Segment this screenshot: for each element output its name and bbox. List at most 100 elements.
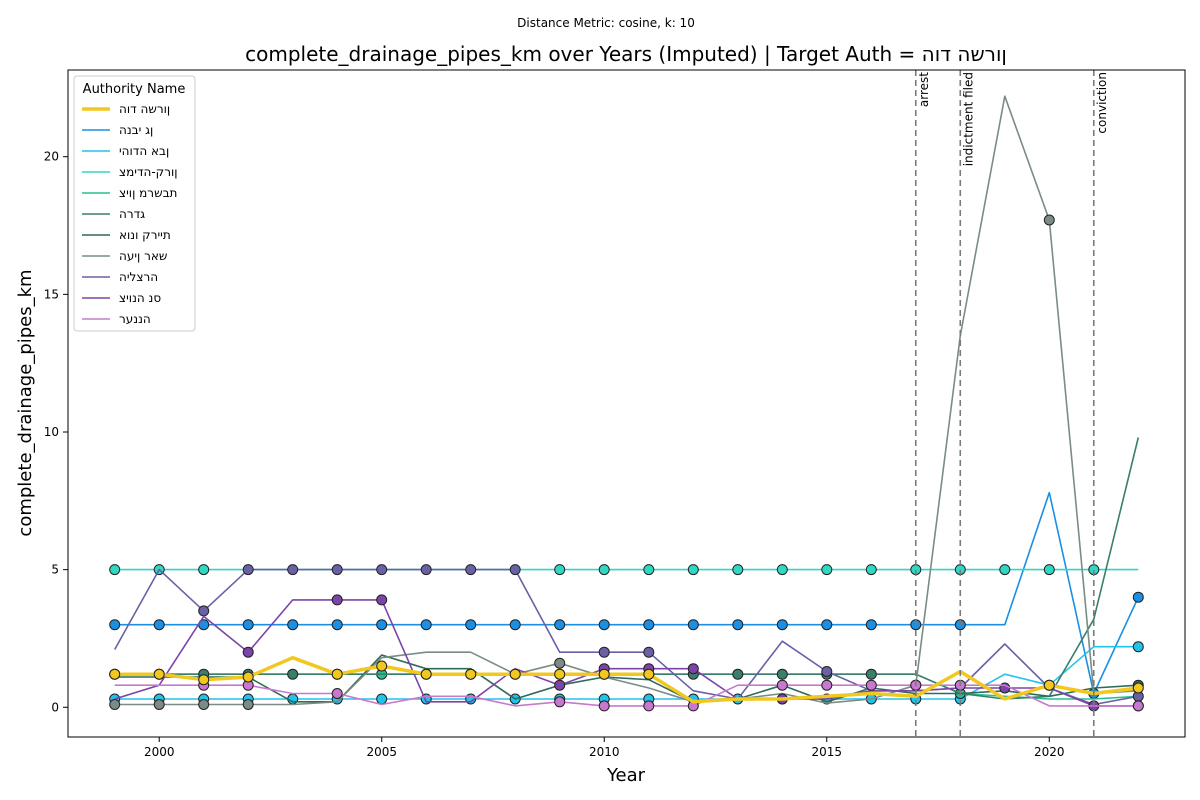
legend-label: ןורשה דוה [119,102,170,116]
data-point [732,668,744,680]
legend-item: תיירק ונוא [82,228,171,242]
data-point [242,699,254,710]
legend-item: הרצליה [82,270,158,284]
data-point [598,668,610,680]
series-1 [109,491,1144,699]
data-point [376,693,388,705]
legend-label: הרצליה [119,270,158,284]
data-point [198,674,210,686]
data-point [198,564,210,576]
data-point [465,668,477,680]
series-layer [109,95,1144,712]
legend-item: תבשרמ ןויצ [82,186,177,200]
legend-label: סנ הנויצ [119,291,161,305]
data-point [643,668,655,680]
data-point [376,660,388,672]
legend-label: ןבא הדוהי [119,144,169,158]
data-point [420,668,432,680]
event-label-1: indictment filed [961,72,975,166]
data-point [242,619,254,631]
data-point [287,564,299,576]
x-tick-label: 2015 [811,745,842,759]
y-tick-label: 10 [44,425,59,439]
data-point [1043,564,1055,576]
series-line-8 [114,568,1139,706]
data-point [598,700,610,712]
series-7 [109,95,1139,710]
legend-label: שאר ןיעה [119,249,167,263]
series-line-1 [114,491,1140,695]
data-point [776,679,788,691]
data-point [643,646,655,658]
data-point [420,564,432,576]
legend-item: ןורק-הדימצ [82,165,178,179]
data-point [331,619,343,631]
data-point [153,619,165,631]
series-line-0 [114,655,1139,704]
series-line-6 [114,654,1139,703]
chart-title: complete_drainage_pipes_km over Years (I… [245,42,1007,66]
y-tick-label: 0 [51,700,59,714]
legend-item: שאר ןיעה [82,249,167,263]
data-point [598,619,610,631]
data-point [1132,682,1144,694]
data-point [643,619,655,631]
series-10 [114,679,1144,712]
data-point [331,564,343,576]
data-point [643,564,655,576]
data-point [643,700,655,712]
data-point [732,619,744,631]
y-tick-label: 15 [44,287,59,301]
data-point [509,564,521,576]
chart-suptitle: Distance Metric: cosine, k: 10 [517,16,695,30]
data-point [554,668,566,680]
data-point [287,668,299,680]
x-axis-ticks: 2000 2005 2010 2015 2020 [144,737,1065,759]
data-point [376,564,388,576]
data-point [821,564,833,576]
legend-label: גדרה [119,207,145,221]
y-axis-label: complete_drainage_pipes_km [15,269,36,536]
data-point [242,564,254,576]
event-label-2: conviction [1095,72,1109,134]
data-point [554,619,566,631]
data-point [109,699,121,710]
data-point [1132,641,1144,653]
event-markers: arrest indictment filed conviction [914,70,1109,737]
data-point [865,564,877,576]
data-point [865,679,877,691]
legend-title: Authority Name [83,82,186,97]
legend-item: הננער [82,312,151,326]
legend-item: ןג יבנה [82,123,153,137]
data-point [331,688,343,699]
legend-label: תיירק ונוא [119,228,171,242]
legend-item: ןבא הדוהי [82,144,169,158]
data-point [999,564,1011,576]
data-point [776,668,788,680]
data-point [865,619,877,631]
data-point [287,619,299,631]
data-point [687,564,699,576]
series-line-7 [114,95,1139,706]
data-point [420,619,432,631]
x-tick-label: 2010 [589,745,620,759]
data-point [821,666,833,677]
data-point [242,671,254,683]
series-8 [114,564,1144,706]
x-axis-label: Year [606,765,646,786]
data-point [509,619,521,631]
data-point [109,619,121,631]
legend-label: הננער [119,312,151,326]
data-point [1132,591,1144,603]
y-tick-label: 5 [51,563,59,577]
data-point [687,663,699,675]
data-point [554,564,566,576]
data-point [242,646,254,658]
data-point [331,668,343,680]
legend: Authority Name ןורשה דוה ןג יבנה ןבא הדוהי… [73,75,196,332]
legend-box [73,75,196,332]
data-point [865,668,877,680]
data-point [153,668,165,680]
y-tick-label: 20 [44,150,59,164]
